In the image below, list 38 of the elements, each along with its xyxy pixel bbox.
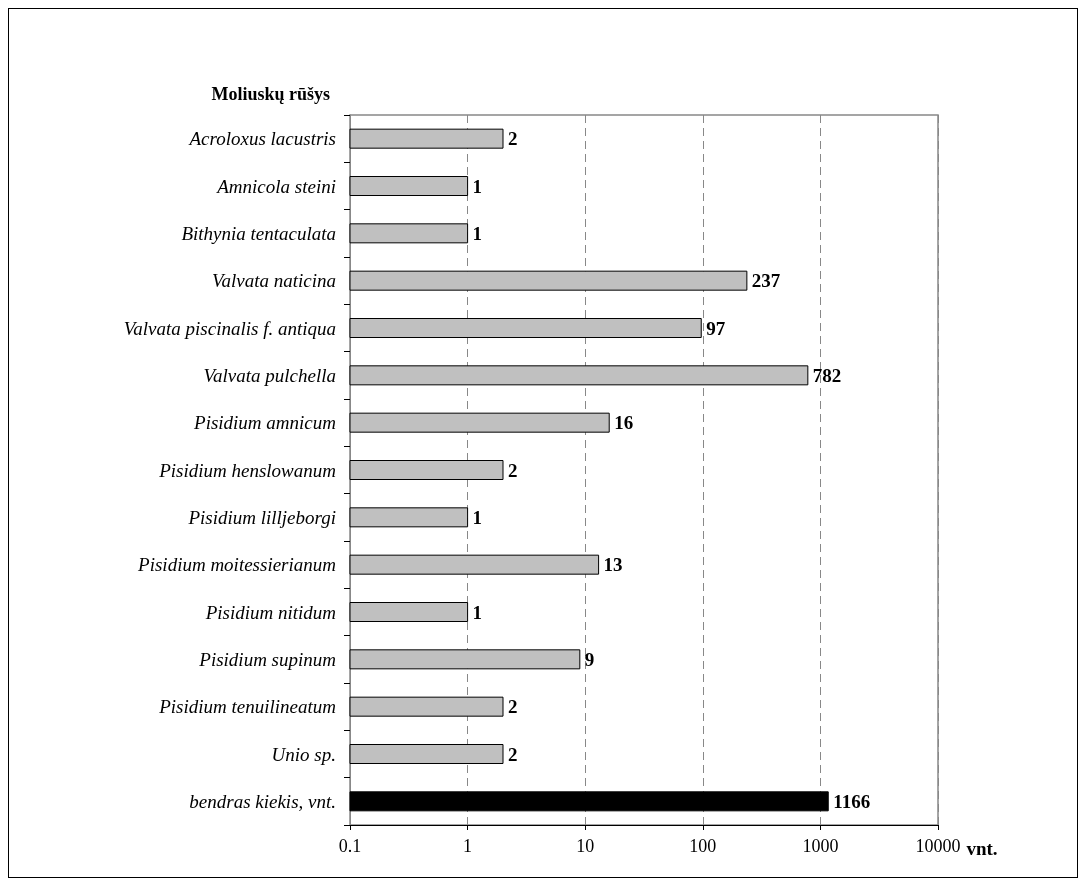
data-label: 9 <box>584 648 595 670</box>
data-label: 2 <box>508 696 518 718</box>
x-tick-label: 0.1 <box>338 836 362 856</box>
y-tick-label: Pisidium henslowanum <box>158 459 336 481</box>
y-tick-label: Pisidium nitidum <box>204 601 336 623</box>
x-axis-title: vnt. <box>966 838 998 859</box>
x-tick-label: 10000 <box>915 836 961 856</box>
y-tick-label: Acroloxus lacustris <box>187 128 336 150</box>
data-label: 2 <box>508 459 518 481</box>
y-axis-title: Moliuskų rūšys <box>211 84 330 104</box>
y-tick-label: Valvata piscinalis f. antiqua <box>123 317 336 339</box>
data-label: 1166 <box>833 790 871 812</box>
data-label: 13 <box>603 554 623 576</box>
y-tick-label: Valvata pulchella <box>203 364 336 386</box>
data-label: 1 <box>472 506 483 528</box>
y-tick-label: Bithynia tentaculata <box>181 222 336 244</box>
data-label: 1 <box>472 222 483 244</box>
data-label: 237 <box>751 270 781 292</box>
y-tick-label: Pisidium tenuilineatum <box>158 696 336 718</box>
y-tick-label: Pisidium amnicum <box>193 412 336 434</box>
data-label: 1 <box>472 175 483 197</box>
y-tick-label: Unio sp. <box>271 743 336 765</box>
data-label: 2 <box>508 128 518 150</box>
data-label: 16 <box>614 412 634 434</box>
x-tick-label: 100 <box>689 836 717 856</box>
y-tick-label: Pisidium supinum <box>198 648 336 670</box>
data-label: 97 <box>706 317 726 339</box>
y-tick-label: Amnicola steini <box>215 175 336 197</box>
y-tick-label: Pisidium lilljeborgi <box>187 506 336 528</box>
data-label: 1 <box>472 601 483 623</box>
y-tick-label: bendras kiekis, vnt. <box>189 790 336 812</box>
y-tick-label: Pisidium moitessierianum <box>137 554 336 576</box>
data-label: 2 <box>508 743 518 765</box>
y-tick-label: Valvata naticina <box>211 270 336 292</box>
x-tick-label: 1000 <box>802 836 839 856</box>
data-label: 782 <box>812 364 842 386</box>
x-tick-label: 10 <box>576 836 595 856</box>
x-tick-label: 1 <box>463 836 473 856</box>
